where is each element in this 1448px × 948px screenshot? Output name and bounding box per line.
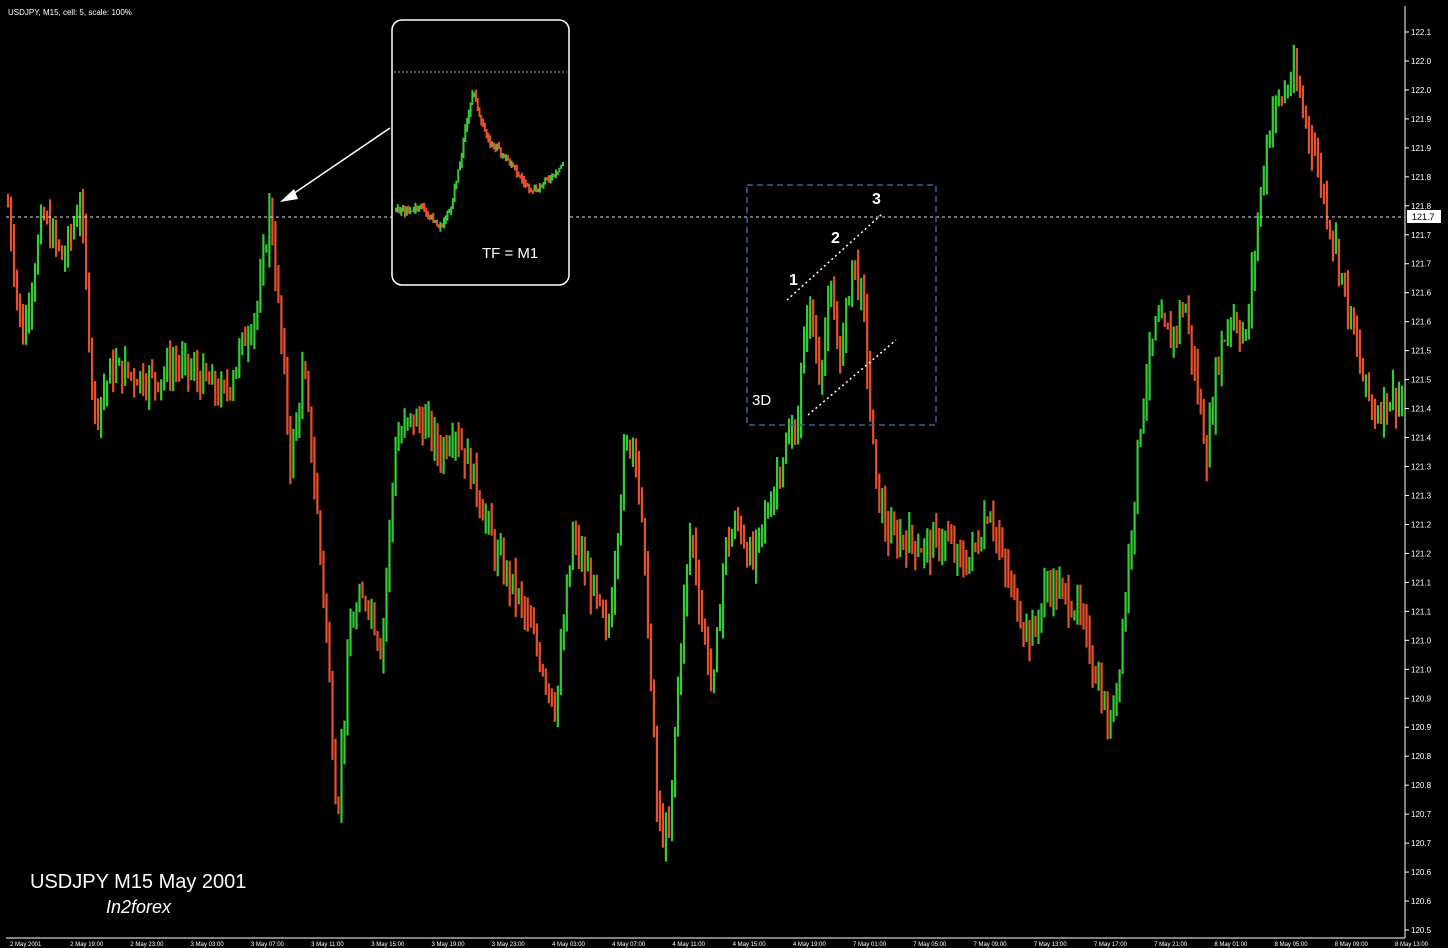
price-tick-label: 121.0 [1411,665,1432,674]
wave-point-2: 2 [831,230,840,247]
price-marker-box [1407,210,1441,223]
price-tick-label: 121.2 [1411,520,1432,529]
pattern-box-3d [746,184,937,426]
time-tick-label: 2 May 19:00 [70,942,104,948]
price-tick-label: 121.6 [1411,318,1432,327]
time-tick-label: 7 May 13:00 [1034,942,1068,948]
price-tick-label: 121.5 [1411,376,1432,385]
inset-pointer-arrow [289,127,391,197]
price-tick-label: 121.3 [1411,463,1432,472]
pattern-box-label: 3D [752,392,771,409]
time-tick-label: 4 May 15:00 [733,942,767,948]
time-tick-label: 7 May 17:00 [1094,942,1128,948]
time-tick-label: 4 May 07:00 [612,942,646,948]
price-tick-label: 122.0 [1411,57,1432,66]
lower-trend-line [807,339,897,416]
inset-frame [391,19,570,286]
price-tick-label: 120.9 [1411,723,1432,732]
time-tick-label: 4 May 03:00 [552,942,586,948]
price-tick-label: 122.1 [1411,28,1432,37]
price-tick-label: 121.7 [1411,260,1432,269]
time-tick-label: 8 May 05:00 [1275,942,1309,948]
price-tick-label: 121.4 [1411,405,1432,414]
price-tick-label: 121.5 [1411,347,1432,356]
price-tick-label: 120.6 [1411,897,1432,906]
price-tick-label: 121.6 [1411,289,1432,298]
time-tick-label: 3 May 11:00 [311,942,344,948]
price-axis: 122.1122.0122.0121.9121.9121.8121.8121.7… [1405,28,1432,935]
time-tick-label: 3 May 23:00 [492,942,526,948]
time-tick-label: 7 May 21:00 [1154,942,1188,948]
price-tick-label: 120.8 [1411,752,1432,761]
time-tick-label: 3 May 07:00 [251,942,285,948]
time-tick-label: 8 May 13:00 [1395,942,1429,948]
price-tick-label: 120.7 [1411,810,1432,819]
time-axis: 2 May 2001 2 May 19:00 2 May 23:00 3 May 03… [10,942,1429,948]
brand-label: In2forex [106,897,172,917]
price-tick-label: 121.7 [1411,231,1432,240]
time-tick-label: 3 May 15:00 [371,942,405,948]
price-tick-label: 121.9 [1411,115,1432,124]
inset-panel: TF = M1 [391,19,570,286]
time-tick-label: 2 May 23:00 [130,942,164,948]
price-tick-label: 120.8 [1411,781,1432,790]
price-tick-label: 120.7 [1411,839,1432,848]
price-tick-label: 120.5 [1411,926,1432,935]
wave-point-1: 1 [789,272,798,289]
time-tick-label: 7 May 05:00 [913,942,947,948]
price-tick-label: 121.2 [1411,549,1432,558]
price-tick-label: 121.9 [1411,144,1432,153]
upper-trend-line [786,213,883,301]
wave-point-3: 3 [872,191,881,208]
inset-price-bars [395,89,564,232]
price-tick-label: 121.1 [1411,607,1432,616]
price-tick-label: 120.9 [1411,694,1432,703]
price-tick-label: 121.1 [1411,578,1432,587]
price-tick-label: 122.0 [1411,86,1432,95]
time-tick-label: 2 May 2001 [10,942,42,948]
price-tick-label: 121.8 [1411,202,1432,211]
chart-title: USDJPY M15 May 2001 [30,871,246,893]
price-tick-label: 121.8 [1411,173,1432,182]
price-bars [6,44,1404,862]
time-tick-label: 8 May 09:00 [1335,942,1369,948]
price-tick-label: 121.4 [1411,434,1432,443]
time-tick-label: 7 May 09:00 [973,942,1007,948]
price-marker-label: 121.7 [1412,212,1435,222]
time-tick-label: 4 May 19:00 [793,942,827,948]
price-tick-label: 120.6 [1411,868,1432,877]
chart-header: USDJPY, M15, cell: 5, scale: 100% [8,8,132,17]
price-tick-label: 121.3 [1411,491,1432,500]
inset-timeframe-label: TF = M1 [482,245,538,262]
arrow-head [280,189,298,202]
time-tick-label: 3 May 19:00 [432,942,466,948]
time-tick-label: 7 May 01:00 [853,942,887,948]
time-tick-label: 4 May 11:00 [672,942,705,948]
time-tick-label: 3 May 03:00 [191,942,225,948]
price-tick-label: 121.0 [1411,636,1432,645]
time-tick-label: 8 May 01:00 [1214,942,1248,948]
